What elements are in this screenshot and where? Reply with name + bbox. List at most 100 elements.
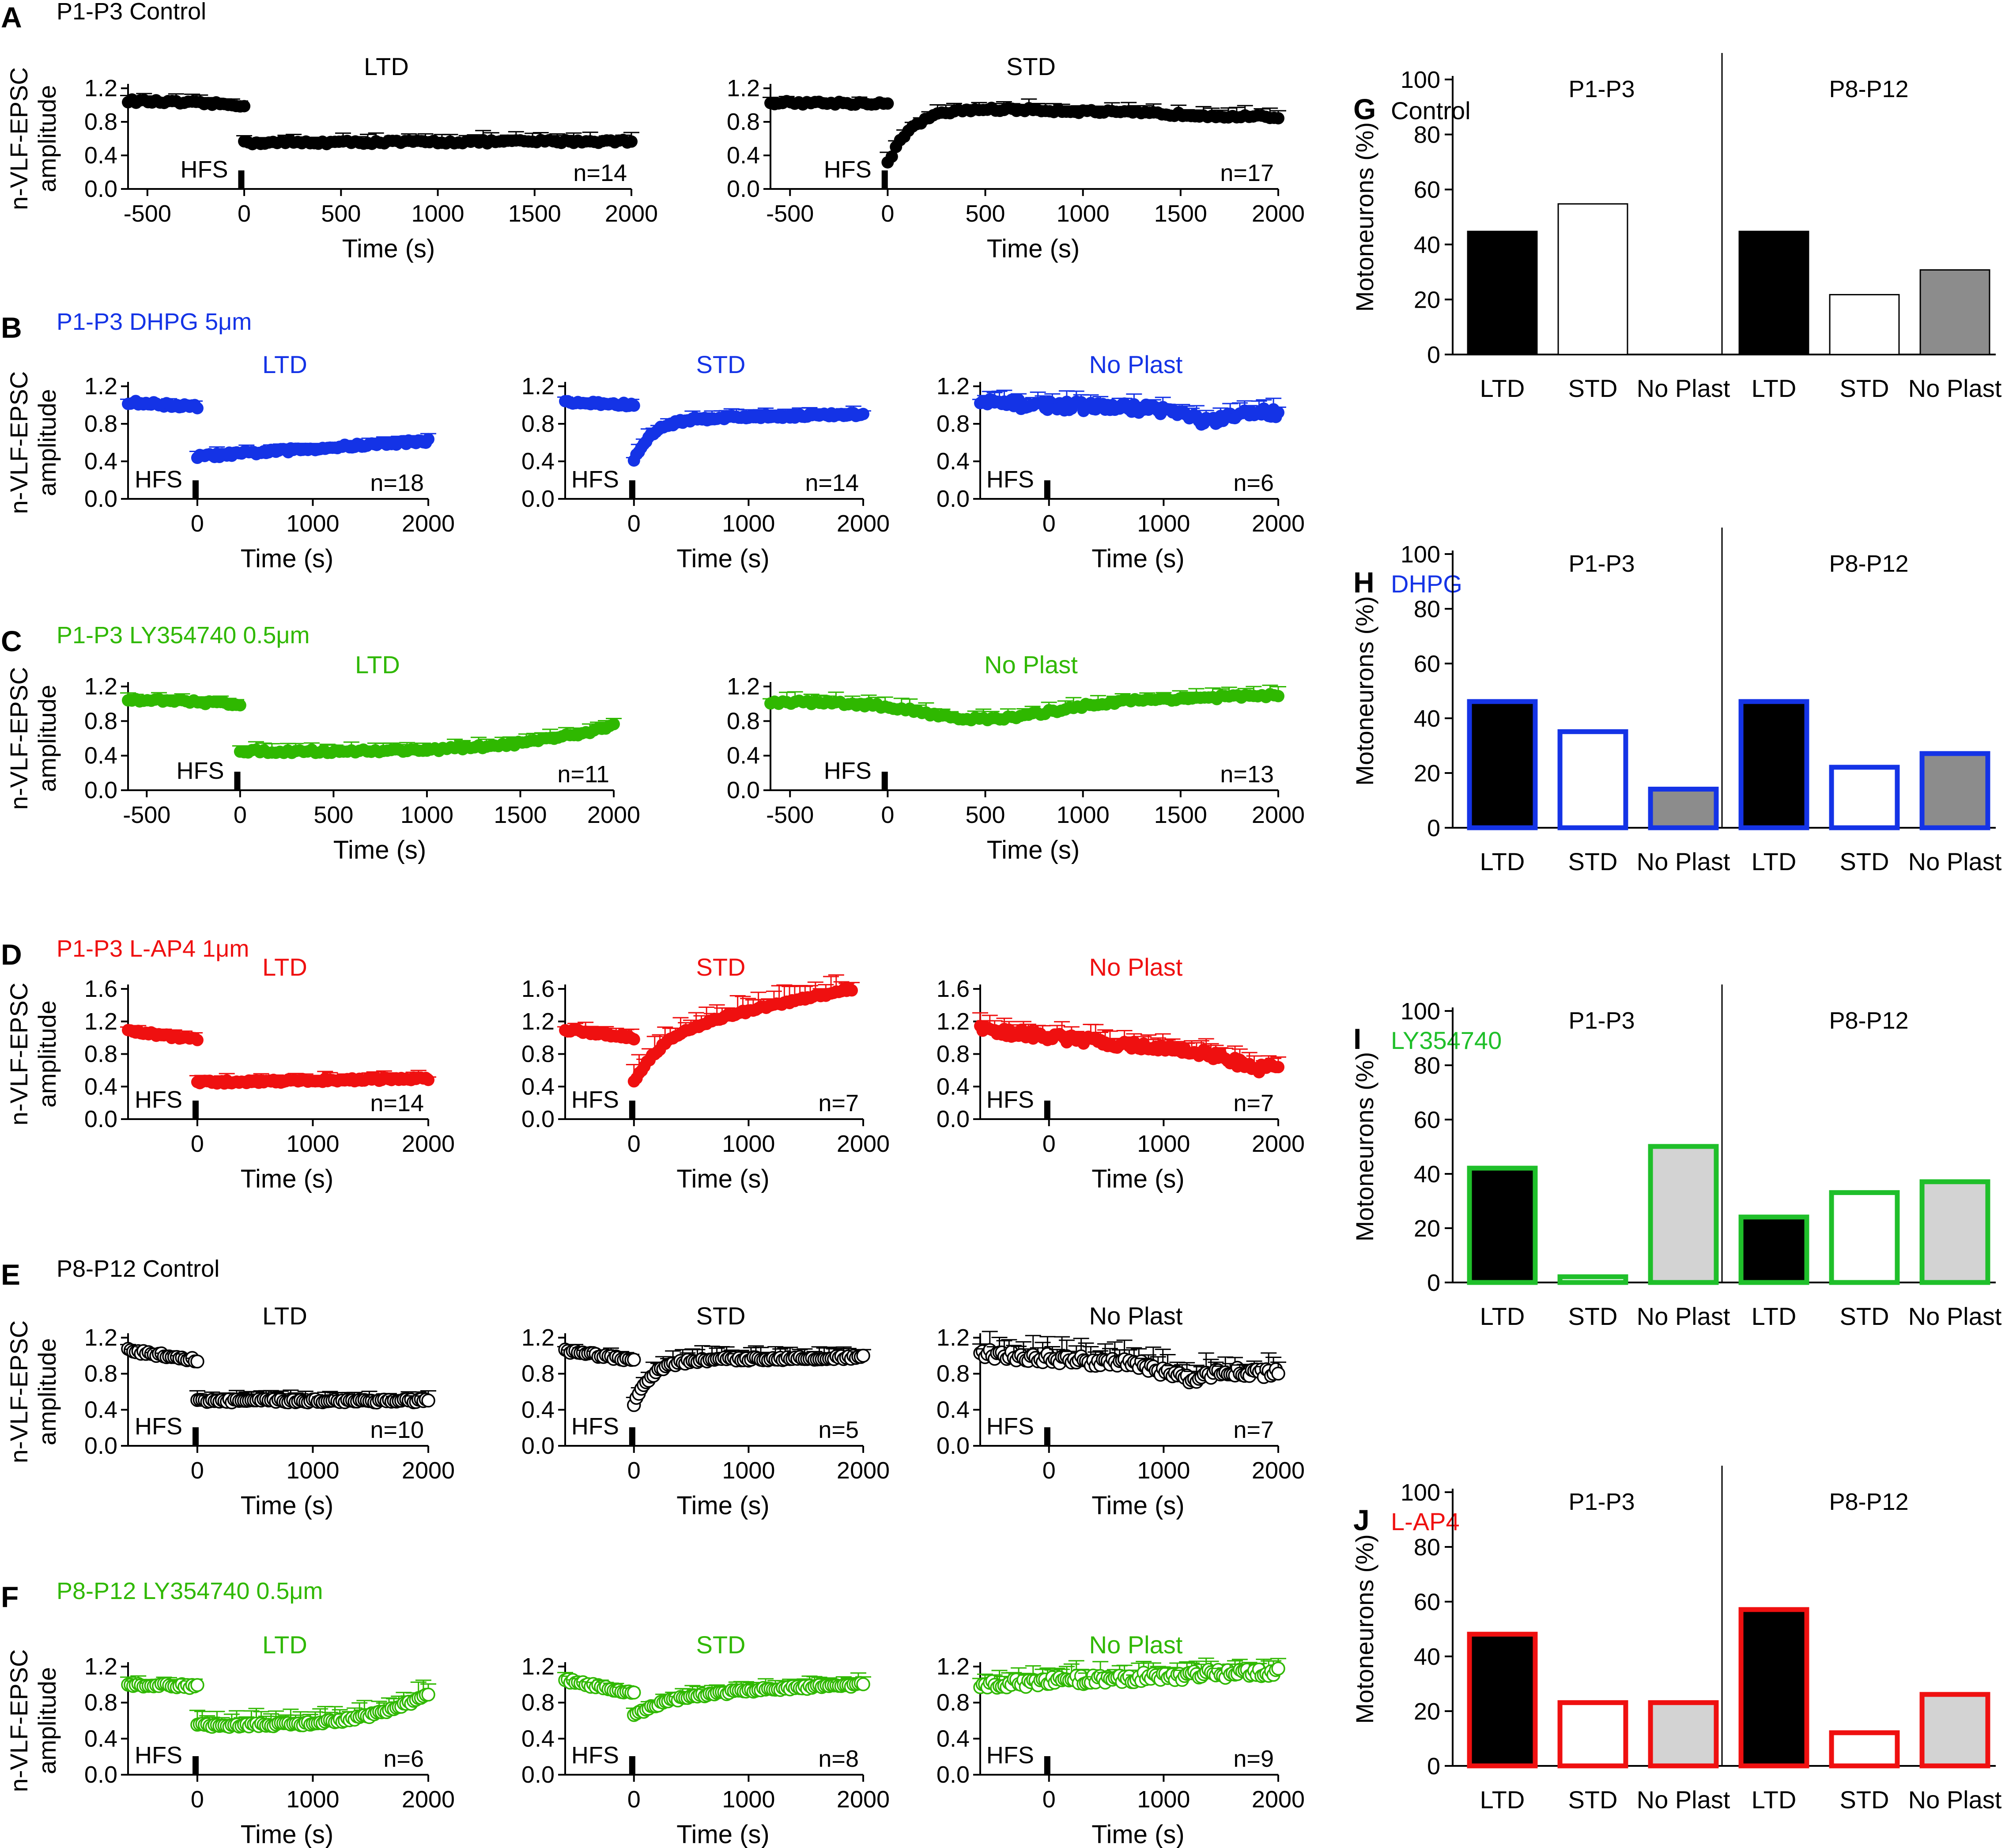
x-tick-label: 1000 (1137, 1131, 1190, 1157)
x-tick-label: 2000 (1252, 802, 1305, 828)
category-label: LTD (1752, 374, 1797, 402)
y-axis-label-B1: amplitude (33, 389, 61, 496)
hfs-marker (1044, 1101, 1050, 1119)
x-tick-label: 1500 (1154, 802, 1207, 828)
y-tick-label: 0.0 (937, 1106, 970, 1132)
x-tick-label: 0 (1042, 1786, 1056, 1813)
y-tick-label: 20 (1414, 1215, 1440, 1242)
hfs-label: HFS (571, 466, 619, 493)
y-tick-label: 1.2 (84, 673, 117, 700)
x-tick-label: 2000 (402, 1786, 455, 1813)
y-tick-label: 100 (1401, 1479, 1440, 1506)
category-label: STD (1568, 848, 1618, 875)
n-label-D1: n=14 (370, 1090, 424, 1116)
x-tick-label: 1000 (1137, 1457, 1190, 1484)
hfs-marker (629, 1101, 635, 1119)
y-tick-label: 0.8 (937, 1690, 970, 1716)
y-tick-label: 0.0 (521, 1106, 555, 1132)
y-tick-label: 0.8 (84, 109, 117, 135)
chart-title-B2: STD (696, 351, 746, 378)
y-tick-label: 40 (1414, 705, 1440, 732)
x-tick-label: 1500 (508, 200, 561, 227)
category-label: LTD (1480, 374, 1525, 402)
category-label: LTD (1752, 1786, 1797, 1814)
y-tick-label: 60 (1414, 1107, 1440, 1133)
x-tick-label: 0 (234, 802, 247, 828)
bar-No Plast (1919, 751, 1990, 830)
x-axis-label-B2: Time (s) (676, 544, 769, 573)
hfs-label: HFS (824, 156, 872, 183)
hfs-label: HFS (571, 1086, 619, 1113)
hfs-marker (193, 480, 199, 499)
y-tick-label: 1.2 (84, 1653, 117, 1680)
panel-header-B1: P1-P3 DHPG 5μm (57, 309, 252, 335)
hfs-marker (1044, 1756, 1050, 1775)
y-tick-label: 1.2 (521, 1008, 555, 1035)
y-tick-label: 0.0 (937, 1761, 970, 1788)
group-label: P8-P12 (1829, 1489, 1908, 1515)
y-tick-label: 0.8 (84, 1361, 117, 1387)
y-tick-label: 1.2 (937, 1653, 970, 1680)
x-tick-label: 0 (627, 1457, 641, 1484)
category-label: STD (1568, 1786, 1618, 1814)
x-axis-label-D1: Time (s) (241, 1165, 333, 1193)
timecourse-B3: No Plast 0.0 0.4 0.8 1.2 0 1000 2000 Time (s) HFS… (937, 351, 1305, 573)
x-tick-label: 2000 (1252, 1131, 1305, 1157)
bar-LTD (1738, 1607, 1809, 1769)
chart-title-E3: No Plast (1089, 1302, 1183, 1330)
category-label: No Plast (1908, 1302, 2002, 1330)
n-label-B3: n=6 (1233, 470, 1274, 496)
y-tick-label: 0.0 (84, 486, 117, 512)
x-tick-label: 1000 (286, 1131, 339, 1157)
hfs-marker (193, 1427, 199, 1446)
data-point (1272, 1061, 1284, 1074)
y-axis-label-A1: amplitude (33, 85, 61, 192)
hfs-label: HFS (177, 758, 224, 784)
hfs-marker (881, 772, 888, 790)
y-tick-label: 1.2 (521, 373, 555, 400)
data-point (625, 135, 638, 148)
hfs-label: HFS (135, 1413, 182, 1440)
y-tick-label: 1.6 (937, 976, 970, 1002)
y-tick-label: 0.8 (84, 1690, 117, 1716)
y-tick-label: 40 (1414, 232, 1440, 258)
data-point (1272, 406, 1284, 419)
panel-letter-H: H (1353, 566, 1375, 599)
hfs-label: HFS (571, 1413, 619, 1440)
category-label: No Plast (1908, 374, 2002, 402)
x-tick-label: 2000 (605, 200, 658, 227)
y-tick-label: 100 (1401, 541, 1440, 568)
y-tick-label: 20 (1414, 760, 1440, 787)
y-tick-label: 0.4 (937, 1073, 970, 1100)
x-tick-label: 2000 (402, 510, 455, 537)
chart-title-F3: No Plast (1089, 1631, 1183, 1659)
y-tick-label: 0 (1427, 1270, 1440, 1296)
n-label-D3: n=7 (1233, 1090, 1274, 1116)
y-tick-label: 0.8 (937, 411, 970, 437)
x-tick-label: 0 (191, 510, 204, 537)
timecourse-D1: D P1-P3 L-AP4 1μm LTD 0.0 0.4 0.8 1.2 1.6 0 1000 2… (1, 935, 455, 1193)
y-tick-label: 60 (1414, 177, 1440, 203)
x-tick-label: 0 (627, 510, 641, 537)
y-tick-label: 0.4 (84, 1725, 117, 1752)
y-tick-label: 0.0 (521, 1761, 555, 1788)
group-label: P1-P3 (1568, 551, 1635, 577)
timecourse-E3: No Plast 0.0 0.4 0.8 1.2 0 1000 2000 Time (s) HFS… (937, 1302, 1305, 1520)
data-point (627, 1686, 641, 1700)
x-tick-label: 1000 (400, 802, 453, 828)
hfs-marker (629, 480, 635, 499)
category-label: STD (1840, 848, 1889, 875)
category-label: No Plast (1637, 1786, 1730, 1814)
y-tick-label: 0.4 (521, 448, 555, 475)
y-tick-label: 0.8 (521, 1041, 555, 1067)
y-axis-label-J: Motoneurons (%) (1351, 1534, 1378, 1724)
y-tick-label: 100 (1401, 67, 1440, 93)
group-label: P8-P12 (1829, 551, 1908, 577)
y-tick-label: 0.0 (84, 1761, 117, 1788)
data-point (627, 1033, 640, 1046)
y-tick-label: 0.4 (727, 142, 760, 169)
x-tick-label: 1000 (1057, 802, 1110, 828)
x-tick-label: 0 (627, 1131, 641, 1157)
data-point (881, 97, 894, 110)
